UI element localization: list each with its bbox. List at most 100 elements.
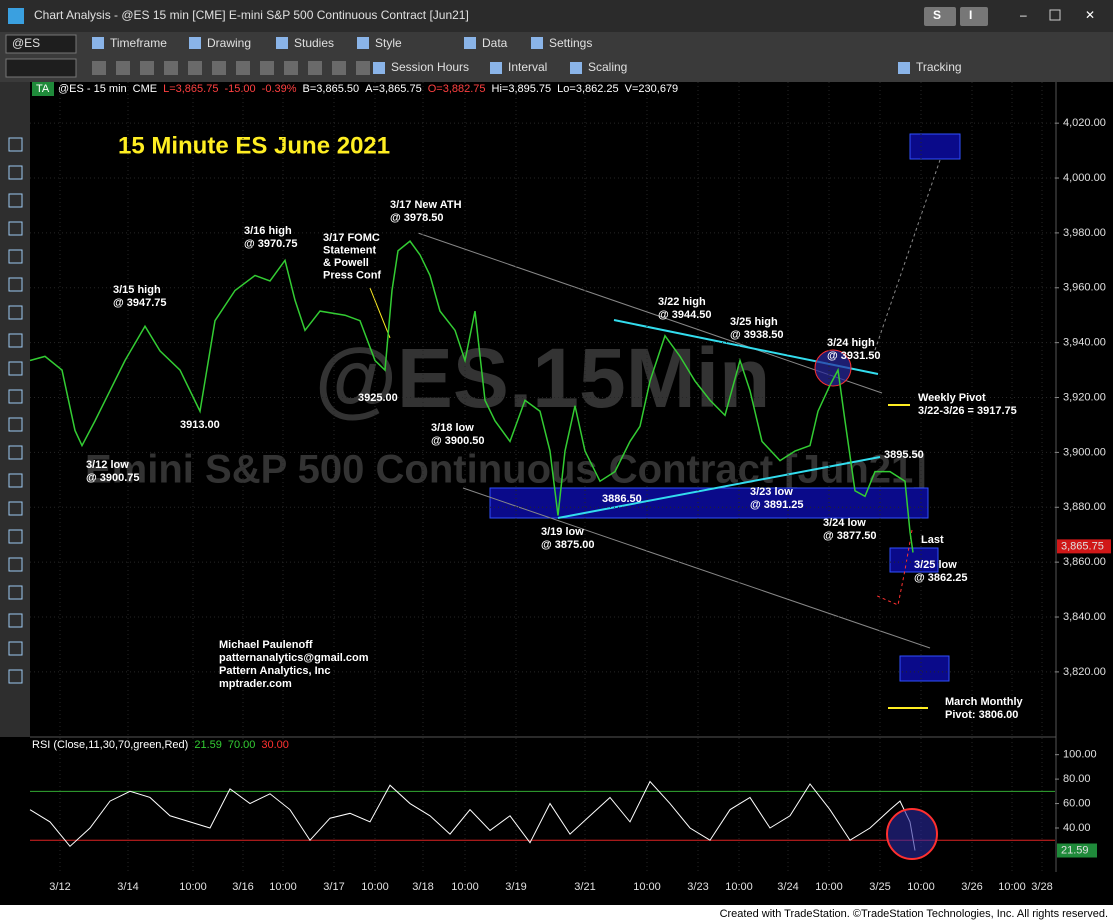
button-label[interactable]: I [969, 8, 972, 22]
annotation: Press Conf [323, 269, 381, 281]
draw-tool[interactable] [8, 641, 23, 656]
x-tick-label: 10:00 [179, 881, 207, 893]
draw-tool[interactable] [8, 361, 23, 376]
draw-tool[interactable] [8, 613, 23, 628]
quote-item: Lo=3,862.25 [557, 83, 618, 95]
button[interactable] [960, 7, 988, 26]
annotation: 3/15 high [113, 284, 161, 296]
y-tick-label: 3,920.00 [1063, 391, 1106, 403]
x-tick-label: 10:00 [361, 881, 389, 893]
y-tick-label: 3,880.00 [1063, 501, 1106, 513]
draw-tool[interactable] [8, 473, 23, 488]
last-price-label: 3,865.75 [1061, 540, 1104, 552]
tool-icon[interactable] [284, 61, 298, 75]
symbol[interactable]: @ES [12, 36, 40, 50]
draw-tool[interactable] [8, 501, 23, 516]
draw-tool[interactable] [8, 333, 23, 348]
menu-icon[interactable] [464, 37, 476, 49]
menu-icon[interactable] [531, 37, 543, 49]
menu-item[interactable]: Timeframe [110, 36, 167, 50]
tool-icon[interactable] [212, 61, 226, 75]
draw-tool[interactable] [8, 193, 23, 208]
pointer [369, 287, 391, 339]
tool-icon[interactable] [570, 62, 582, 74]
quote-item: O=3,882.75 [428, 83, 486, 95]
x-tick-label: 3/16 [232, 881, 253, 893]
tool-item[interactable]: Scaling [588, 60, 627, 74]
tool-icon[interactable] [356, 61, 370, 75]
annotation: @ 3978.50 [390, 212, 444, 224]
tool-icon[interactable] [140, 61, 154, 75]
y-tick-label: 4,020.00 [1063, 117, 1106, 129]
annotation: Statement [323, 244, 377, 256]
tool-icon[interactable] [490, 62, 502, 74]
tool-icon[interactable] [898, 62, 910, 74]
minimize[interactable]: – [1020, 8, 1027, 22]
toolbar [0, 32, 1113, 82]
annotation: @ 3938.50 [730, 329, 784, 341]
badge: TA [36, 83, 50, 95]
badge-bg [32, 82, 54, 96]
tool-icon[interactable] [92, 61, 106, 75]
tool-icon[interactable] [373, 62, 385, 74]
draw-tool[interactable] [8, 557, 23, 572]
highlight-circle [886, 808, 938, 860]
menu-item[interactable]: Data [482, 36, 508, 50]
draw-tool[interactable] [8, 277, 23, 292]
button-label[interactable]: S [933, 8, 941, 22]
app-icon [8, 8, 24, 24]
maximize[interactable] [1049, 9, 1061, 21]
draw-tool[interactable] [8, 585, 23, 600]
menu-item[interactable]: Drawing [207, 36, 251, 50]
button[interactable] [924, 7, 956, 26]
menu-icon[interactable] [92, 37, 104, 49]
menu-icon[interactable] [276, 37, 288, 49]
annotation: 3/18 low [431, 422, 474, 434]
tool-item[interactable]: Interval [508, 60, 547, 74]
rsi-legend-item: 21.59 [194, 739, 222, 751]
tool-icon[interactable] [308, 61, 322, 75]
draw-tool[interactable] [8, 249, 23, 264]
menu-icon[interactable] [189, 37, 201, 49]
tool-icon[interactable] [236, 61, 250, 75]
annotation: Last [921, 534, 944, 546]
draw-tool[interactable] [8, 445, 23, 460]
draw-tool[interactable] [8, 529, 23, 544]
annotation: 3/22 high [658, 296, 706, 308]
x-tick-label: 3/26 [961, 881, 982, 893]
symbol-input[interactable] [5, 34, 77, 54]
annotation: @ 3900.50 [431, 435, 485, 447]
draw-tool[interactable] [8, 221, 23, 236]
draw-tool[interactable] [8, 165, 23, 180]
annotation: @ 3931.50 [827, 350, 881, 362]
tool-item[interactable]: Tracking [916, 60, 962, 74]
last-price-box [1057, 539, 1111, 554]
draw-tool[interactable] [8, 417, 23, 432]
draw-tool[interactable] [8, 389, 23, 404]
rsi-tick-label: 40.00 [1063, 822, 1091, 834]
close[interactable]: ✕ [1085, 8, 1095, 22]
tool-icon[interactable] [332, 61, 346, 75]
draw-tool[interactable] [8, 669, 23, 684]
annotation: @ 3862.25 [914, 572, 968, 584]
y-tick-label: 3,860.00 [1063, 556, 1106, 568]
interval-input[interactable] [5, 58, 77, 78]
quote-item: -0.39% [262, 83, 297, 95]
annotation: 3/24 low [823, 517, 866, 529]
menu-item[interactable]: Style [375, 36, 402, 50]
menu-item[interactable]: Settings [549, 36, 592, 50]
draw-tool[interactable] [8, 137, 23, 152]
menu-item[interactable]: Studies [294, 36, 334, 50]
quote-item: V=230,679 [625, 83, 679, 95]
tool-icon[interactable] [116, 61, 130, 75]
watermark: @ES.15Min [315, 331, 770, 425]
x-tick-label: 3/25 [869, 881, 890, 893]
tool-icon[interactable] [188, 61, 202, 75]
tool-icon[interactable] [164, 61, 178, 75]
draw-tool[interactable] [8, 305, 23, 320]
tool-icon[interactable] [260, 61, 274, 75]
tool-item[interactable]: Session Hours [391, 60, 469, 74]
annotation: 3/17 FOMC [323, 232, 380, 244]
quote-item: CME [133, 83, 157, 95]
menu-icon[interactable] [357, 37, 369, 49]
